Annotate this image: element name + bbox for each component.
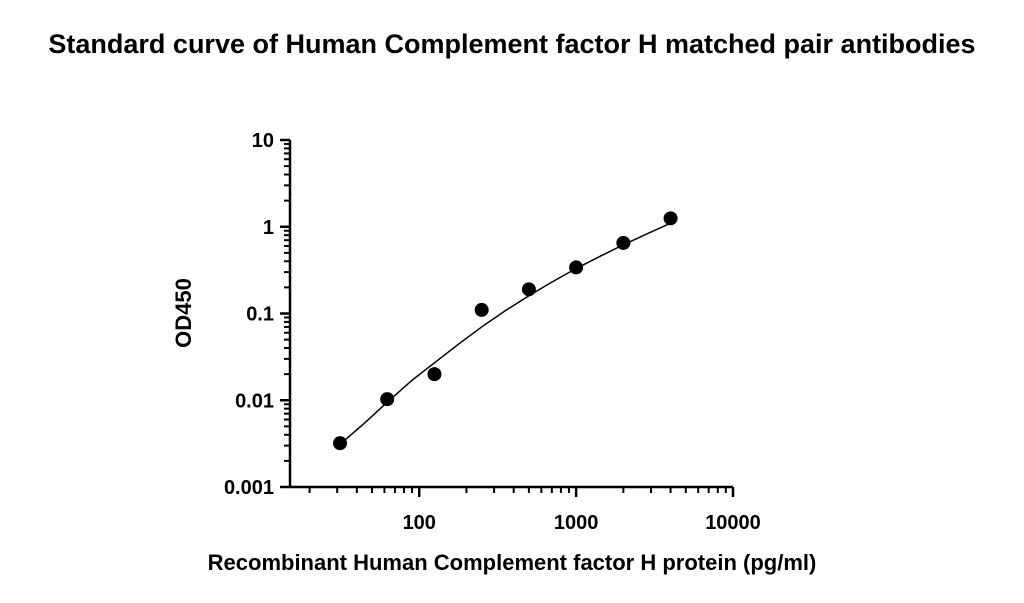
x-tick-label: 1000 xyxy=(554,512,599,534)
fit-curve xyxy=(339,222,671,445)
data-point xyxy=(474,302,489,317)
y-tick-label: 0.001 xyxy=(224,477,274,499)
chart-title: Standard curve of Human Complement facto… xyxy=(48,29,976,59)
data-point xyxy=(427,367,442,382)
y-tick-label: 1 xyxy=(263,217,274,239)
data-point xyxy=(521,282,536,297)
data-point xyxy=(380,392,395,407)
x-tick-label: 100 xyxy=(403,512,436,534)
y-tick-label: 0.1 xyxy=(246,304,274,326)
y-tick-label: 10 xyxy=(252,130,274,152)
data-point xyxy=(663,211,678,226)
data-point xyxy=(569,260,584,275)
x-axis-label: Recombinant Human Complement factor H pr… xyxy=(208,550,817,575)
y-axis-label: OD450 xyxy=(171,278,196,348)
data-point xyxy=(333,436,348,451)
x-tick-label: 10000 xyxy=(705,512,761,534)
y-tick-label: 0.01 xyxy=(235,390,274,412)
